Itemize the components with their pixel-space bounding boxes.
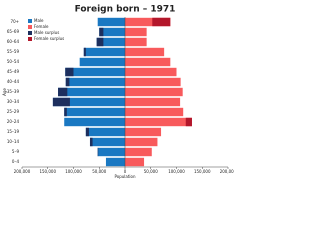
male-bar (105, 157, 125, 167)
y-tick-label: 45–49 (7, 69, 20, 74)
female-bar (125, 87, 183, 97)
female-bar (125, 157, 145, 167)
male-bar (58, 87, 125, 97)
y-tick-label: 70+ (11, 19, 19, 24)
female-bar (125, 27, 147, 37)
male-surplus (96, 37, 104, 47)
y-axis-label: Age (2, 88, 7, 96)
male-surplus (65, 77, 70, 87)
male-bar (65, 67, 125, 77)
male-surplus (58, 87, 68, 97)
y-tick-label: 35–39 (7, 89, 20, 94)
male-bar (65, 77, 125, 87)
x-tick-label: 150,000 (194, 169, 211, 174)
female-bar (125, 107, 184, 117)
chart: Foreign born – 1971 Population Age 200,0… (2, 5, 234, 180)
y-tick-label: 65–69 (7, 29, 20, 34)
female-bar (125, 67, 177, 77)
female-bar (125, 97, 181, 107)
male-bar (79, 57, 125, 67)
chart-title: Foreign born – 1971 (75, 5, 176, 15)
male-bar (89, 137, 125, 147)
x-tick-label: 200,000 (14, 169, 31, 174)
male-bar (97, 147, 125, 157)
y-tick-label: 0–4 (12, 159, 20, 164)
male-surplus (64, 107, 67, 117)
y-tick-label: 15–19 (7, 129, 20, 134)
x-tick-label: 0 (124, 169, 127, 174)
x-tick-label: 100,000 (168, 169, 185, 174)
male-bar (85, 127, 125, 137)
legend-swatch (28, 37, 32, 41)
female-bar (125, 147, 152, 157)
x-tick-label: 50,000 (92, 169, 106, 174)
y-tick-label: 60–64 (7, 39, 20, 44)
legend-swatch (28, 19, 32, 23)
legend-label: Female (34, 24, 49, 29)
legend-swatch (28, 31, 32, 35)
legend-label: Male surplus (34, 30, 59, 35)
y-tick-label: 55–59 (7, 49, 20, 54)
y-tick-label: 20–24 (7, 119, 20, 124)
x-axis-label: Population (114, 174, 135, 179)
male-bar (83, 47, 125, 57)
y-tick-label: 5–9 (12, 149, 20, 154)
female-bar (125, 117, 192, 127)
y-tick-label: 10–14 (7, 139, 20, 144)
male-surplus (99, 27, 104, 37)
legend-swatch (28, 25, 32, 29)
female-bar (125, 37, 147, 47)
male-surplus (85, 127, 89, 137)
male-bar (64, 107, 125, 117)
male-surplus (65, 67, 74, 77)
x-tick-label: 50,000 (144, 169, 158, 174)
male-bar (64, 117, 125, 127)
legend-label: Male (34, 18, 44, 23)
x-tick-label: 150,000 (39, 169, 56, 174)
female-bar (125, 57, 171, 67)
female-bar (125, 127, 162, 137)
x-tick-label: 200,000 (220, 169, 234, 174)
legend-label: Female surplus (34, 36, 64, 41)
male-surplus (83, 47, 86, 57)
male-bar (52, 97, 125, 107)
male-surplus (52, 97, 70, 107)
x-tick-label: 100,000 (65, 169, 82, 174)
y-tick-label: 40–44 (7, 79, 20, 84)
female-bar (125, 17, 171, 27)
female-bar (125, 77, 181, 87)
male-surplus (89, 137, 93, 147)
male-bar (99, 27, 125, 37)
female-bar (125, 47, 165, 57)
y-tick-label: 30–34 (7, 99, 20, 104)
male-bar (96, 37, 125, 47)
male-surplus (97, 147, 99, 157)
male-bar (97, 17, 125, 27)
female-surplus (152, 17, 171, 27)
female-bar (125, 137, 158, 147)
y-tick-label: 25–29 (7, 109, 20, 114)
female-surplus (185, 117, 192, 127)
y-tick-label: 50–54 (7, 59, 20, 64)
